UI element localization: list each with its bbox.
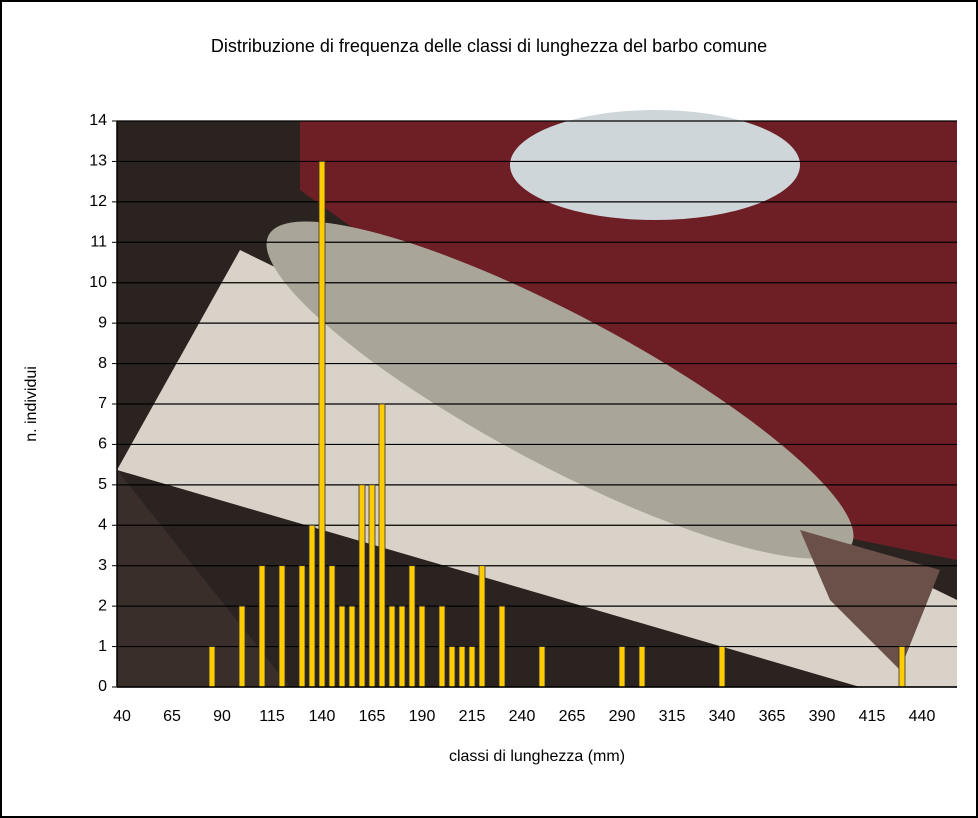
chart-title: Distribuzione di frequenza delle classi … [211, 36, 767, 56]
x-tick-label: 340 [709, 708, 736, 725]
bar [638, 646, 646, 688]
y-tick-label: 10 [89, 274, 107, 291]
bar [308, 524, 316, 688]
x-tick-label: 90 [213, 708, 231, 725]
y-tick-label: 12 [89, 193, 107, 210]
bar [208, 646, 216, 688]
photo-shadow [117, 470, 290, 687]
bar [398, 605, 406, 688]
bar [258, 565, 266, 688]
x-tick-label: 140 [309, 708, 336, 725]
bar [448, 646, 456, 688]
y-tick-label: 13 [89, 153, 107, 170]
y-tick-label: 11 [90, 234, 107, 251]
bar [318, 161, 326, 688]
x-tick-label: 215 [459, 708, 486, 725]
bar [718, 646, 726, 688]
photo-background [117, 110, 957, 687]
bar [338, 605, 346, 688]
photo-fish-tail [800, 530, 940, 670]
y-tick-label: 0 [98, 678, 107, 695]
bar [328, 565, 336, 688]
bar [438, 605, 446, 688]
bar [538, 646, 546, 688]
bar [278, 565, 286, 688]
x-tick-label: 290 [609, 708, 636, 725]
y-tick-label: 6 [98, 436, 107, 453]
y-axis-label: n. individui [23, 366, 40, 442]
x-tick-label: 415 [859, 708, 886, 725]
y-tick-label: 7 [98, 395, 107, 412]
bar [478, 565, 486, 688]
x-tick-label: 315 [659, 708, 686, 725]
bar [298, 565, 306, 688]
bar [358, 484, 366, 688]
x-tick-label: 40 [113, 708, 131, 725]
y-tick-label: 3 [98, 557, 107, 574]
bar [468, 646, 476, 688]
bar [368, 484, 376, 688]
y-tick-label: 1 [98, 638, 107, 655]
x-tick-label: 115 [259, 708, 285, 725]
x-tick-label: 265 [559, 708, 586, 725]
photo-scale [510, 110, 800, 220]
x-tick-label: 65 [163, 708, 181, 725]
x-tick-label: 390 [809, 708, 836, 725]
y-tick-label: 14 [89, 112, 107, 129]
bar [348, 605, 356, 688]
y-tick-label: 8 [98, 355, 107, 372]
x-tick-label: 240 [509, 708, 536, 725]
bar [458, 646, 466, 688]
bar [898, 646, 906, 688]
x-tick-label: 440 [909, 708, 936, 725]
x-tick-label: 365 [759, 708, 786, 725]
x-tick-label: 190 [409, 708, 436, 725]
photo-fish [266, 221, 854, 559]
y-tick-label: 4 [98, 517, 107, 534]
bar [388, 605, 396, 688]
bar [378, 403, 386, 688]
photo-cloth [117, 250, 957, 687]
y-tick-label: 9 [98, 314, 107, 331]
bar [418, 605, 426, 688]
x-tick-label: 165 [359, 708, 386, 725]
photo-board [300, 121, 957, 560]
bar [618, 646, 626, 688]
y-tick-label: 2 [98, 597, 107, 614]
bar [498, 605, 506, 688]
y-tick-label: 5 [98, 476, 107, 493]
bar [238, 605, 246, 688]
x-axis-label: classi di lunghezza (mm) [449, 748, 625, 765]
bar [408, 565, 416, 688]
